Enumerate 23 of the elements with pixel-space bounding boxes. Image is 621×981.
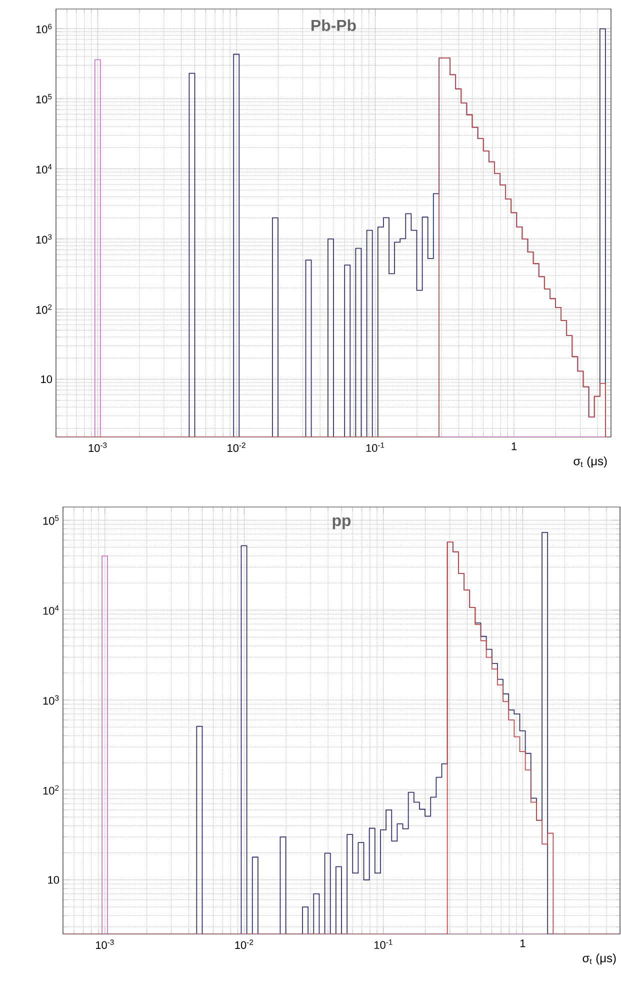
y-tick-label: 10$^{6}$ [36,24,52,34]
y-tick-label: 10$^{2}$ [36,304,52,314]
x-axis-title: σ$_{t}$ (μs) [574,456,607,468]
y-tick-label: 10$^{2}$ [43,785,59,795]
text: pp [332,517,351,530]
x-axis-title: σ$_{t}$ (μs) [582,954,616,965]
y-tick-label: 10$^{5}$ [43,515,59,525]
x-tick-label: 10$^{-3}$ [96,940,114,949]
x-tick-label: 10$^{-1}$ [366,442,384,452]
x-tick-label: 10$^{-2}$ [228,442,246,452]
y-tick-label: 10 [48,876,60,884]
y-tick-label: 10$^{4}$ [43,605,59,615]
y-tick-label: 10$^{4}$ [36,164,52,174]
y-tick-label: 10$^{5}$ [36,94,52,104]
text: Pb-Pb [312,19,356,32]
y-tick-label: 10 [41,375,52,384]
x-tick-label: 10$^{-1}$ [374,940,392,949]
x-tick-label: 1 [520,940,526,948]
x-tick-label: 10$^{-2}$ [235,940,254,949]
y-tick-label: 10$^{3}$ [36,234,52,244]
x-tick-label: 10$^{-3}$ [88,442,107,452]
x-tick-label: 1 [512,442,517,450]
y-tick-label: 10$^{3}$ [43,695,59,705]
